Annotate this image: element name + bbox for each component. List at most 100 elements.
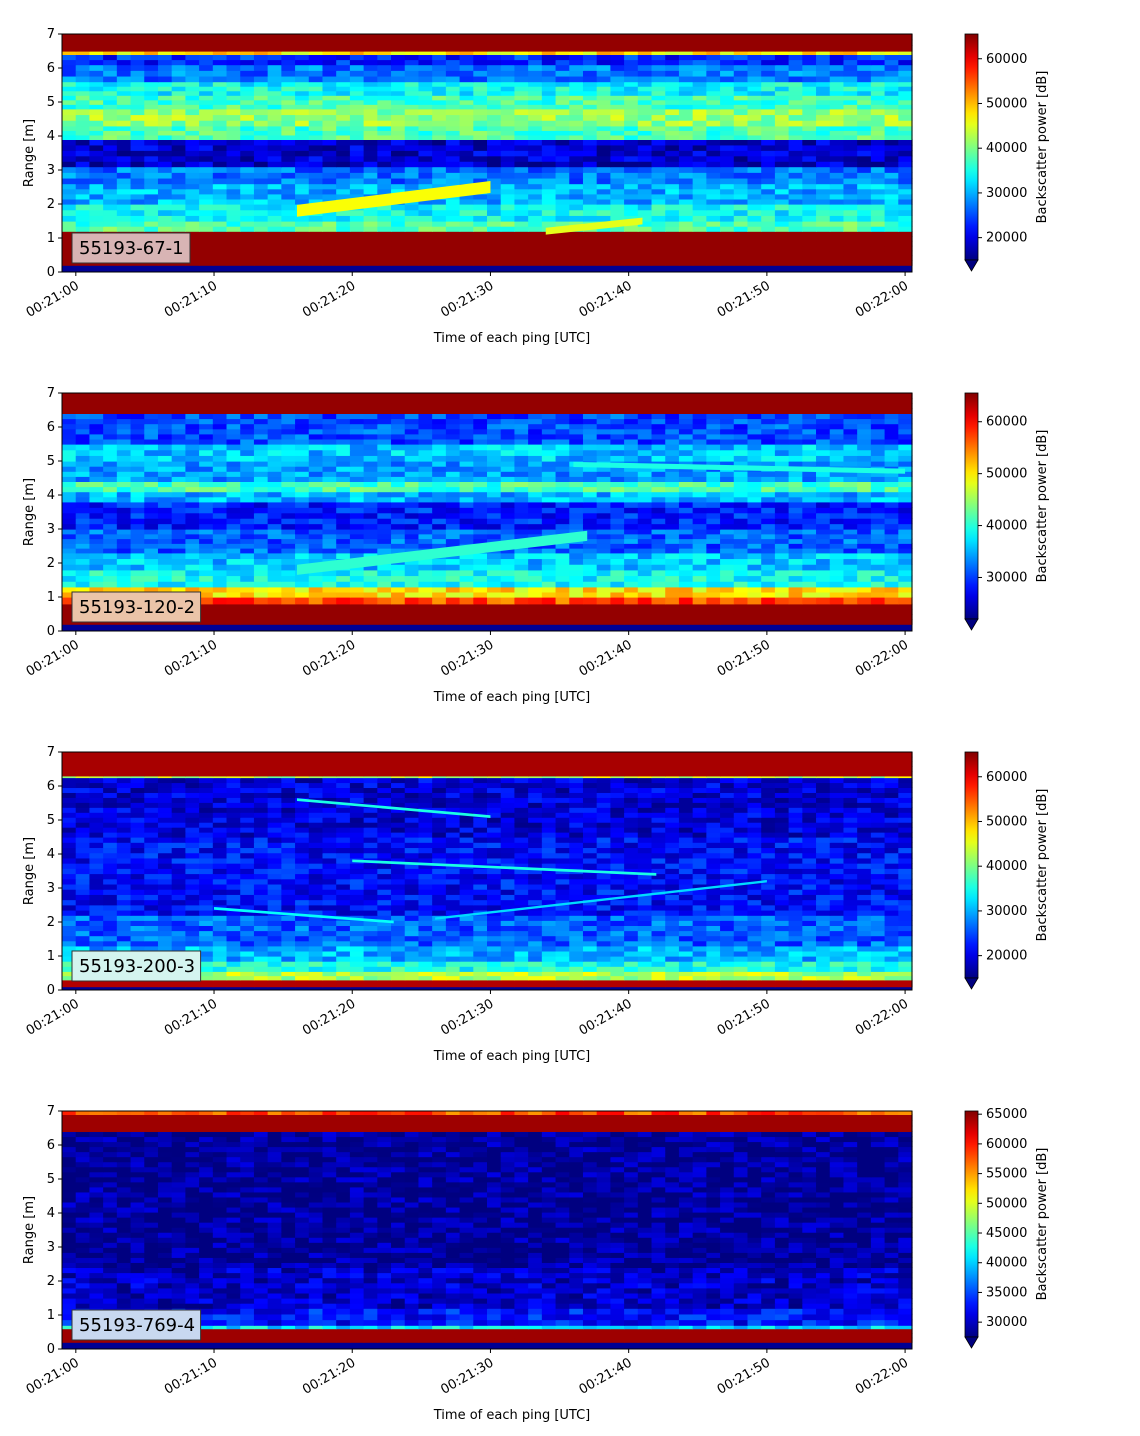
heatmap-cell bbox=[212, 172, 228, 179]
heatmap-cell bbox=[555, 183, 570, 190]
heatmap-cell bbox=[692, 491, 707, 498]
heatmap-cell bbox=[116, 507, 132, 514]
heatmap-cell bbox=[267, 125, 282, 131]
heatmap-cell bbox=[432, 34, 447, 41]
heatmap-cell bbox=[157, 575, 173, 582]
heatmap-cell bbox=[596, 209, 611, 216]
heatmap-cell bbox=[514, 99, 529, 105]
heatmap-cell bbox=[130, 575, 145, 582]
heatmap-cell bbox=[720, 134, 735, 140]
heatmap-cell bbox=[637, 245, 653, 252]
heatmap-cell bbox=[610, 90, 625, 96]
heatmap-cell bbox=[89, 150, 104, 157]
heatmap-cell bbox=[816, 496, 831, 503]
heatmap-cell bbox=[761, 564, 776, 571]
heatmap-cell bbox=[774, 558, 790, 565]
heatmap-cell bbox=[432, 139, 447, 146]
heatmap-cell bbox=[678, 529, 694, 535]
heatmap-cell bbox=[445, 449, 461, 456]
heatmap-cell bbox=[665, 543, 680, 549]
heatmap-cell bbox=[281, 533, 296, 540]
heatmap-cell bbox=[500, 59, 516, 66]
heatmap-cell bbox=[199, 449, 214, 456]
heatmap-cell bbox=[103, 161, 118, 168]
heatmap-cell bbox=[692, 240, 707, 247]
heatmap-cell bbox=[322, 177, 337, 185]
heatmap-cell bbox=[857, 597, 872, 605]
heatmap-cell bbox=[212, 543, 228, 549]
heatmap-cell bbox=[788, 99, 803, 105]
heatmap-cell bbox=[843, 172, 858, 179]
heatmap-cell bbox=[610, 558, 625, 565]
heatmap-cell bbox=[898, 581, 913, 588]
heatmap-cell bbox=[541, 54, 557, 61]
heatmap-cell bbox=[733, 449, 749, 456]
heatmap-cell bbox=[253, 86, 269, 92]
heatmap-cell bbox=[75, 586, 91, 593]
heatmap-cell bbox=[569, 481, 584, 488]
heatmap-cell bbox=[747, 255, 762, 261]
heatmap-cell bbox=[473, 501, 488, 508]
heatmap-cell bbox=[637, 34, 653, 41]
heatmap-cell bbox=[802, 114, 817, 121]
heatmap-cell bbox=[569, 471, 584, 477]
heatmap-cell bbox=[253, 59, 269, 66]
heatmap-cell bbox=[336, 250, 351, 257]
heatmap-cell bbox=[240, 543, 255, 549]
heatmap-cell bbox=[651, 144, 666, 151]
heatmap-cell bbox=[62, 461, 77, 467]
heatmap-cell bbox=[651, 455, 666, 462]
heatmap-cell bbox=[665, 538, 680, 544]
heatmap-cell bbox=[281, 177, 296, 185]
heatmap-cell bbox=[240, 59, 255, 66]
heatmap-cell bbox=[459, 59, 474, 66]
heatmap-cell bbox=[308, 39, 324, 46]
heatmap-cell bbox=[774, 548, 790, 554]
heatmap-cell bbox=[171, 586, 186, 593]
heatmap-cell bbox=[89, 444, 104, 451]
heatmap-cell bbox=[445, 99, 461, 105]
heatmap-cell bbox=[816, 501, 831, 508]
heatmap-cell bbox=[363, 245, 378, 252]
heatmap-cell bbox=[144, 125, 159, 131]
heatmap-cell bbox=[267, 476, 282, 482]
heatmap-cell bbox=[199, 236, 214, 242]
heatmap-cell bbox=[473, 614, 488, 620]
heatmap-cell bbox=[171, 51, 186, 55]
heatmap-cell bbox=[857, 130, 872, 136]
heatmap-cell bbox=[816, 45, 831, 52]
heatmap-cell bbox=[555, 438, 570, 445]
heatmap-cell bbox=[665, 533, 680, 540]
heatmap-cell bbox=[720, 548, 735, 554]
heatmap-cell bbox=[816, 543, 831, 549]
heatmap-cell bbox=[788, 496, 803, 503]
heatmap-cell bbox=[692, 209, 707, 216]
heatmap-cell bbox=[720, 543, 735, 549]
heatmap-cell bbox=[253, 183, 269, 190]
heatmap-cell bbox=[569, 45, 584, 52]
heatmap-cell bbox=[747, 226, 762, 232]
heatmap-cell bbox=[692, 130, 707, 136]
heatmap-cell bbox=[116, 134, 132, 140]
heatmap-cell bbox=[281, 597, 296, 605]
heatmap-cell bbox=[336, 507, 351, 514]
heatmap-cell bbox=[240, 591, 255, 598]
heatmap-cell bbox=[130, 496, 145, 503]
heatmap-cell bbox=[62, 59, 77, 66]
heatmap-cell bbox=[308, 501, 324, 508]
heatmap-cell bbox=[171, 177, 186, 185]
heatmap-cell bbox=[857, 552, 872, 560]
heatmap-cell bbox=[199, 108, 214, 116]
heatmap-cell bbox=[637, 543, 653, 549]
heatmap-cell bbox=[651, 104, 666, 110]
heatmap-cell bbox=[884, 471, 899, 477]
heatmap-cell bbox=[336, 155, 351, 162]
heatmap-cell bbox=[295, 90, 310, 96]
heatmap-cell bbox=[706, 455, 721, 462]
heatmap-cell bbox=[336, 166, 351, 173]
heatmap-cell bbox=[733, 90, 749, 96]
heatmap-cell bbox=[541, 255, 557, 261]
heatmap-cell bbox=[404, 476, 420, 482]
heatmap-cell bbox=[199, 204, 214, 211]
heatmap-cell bbox=[582, 245, 598, 252]
